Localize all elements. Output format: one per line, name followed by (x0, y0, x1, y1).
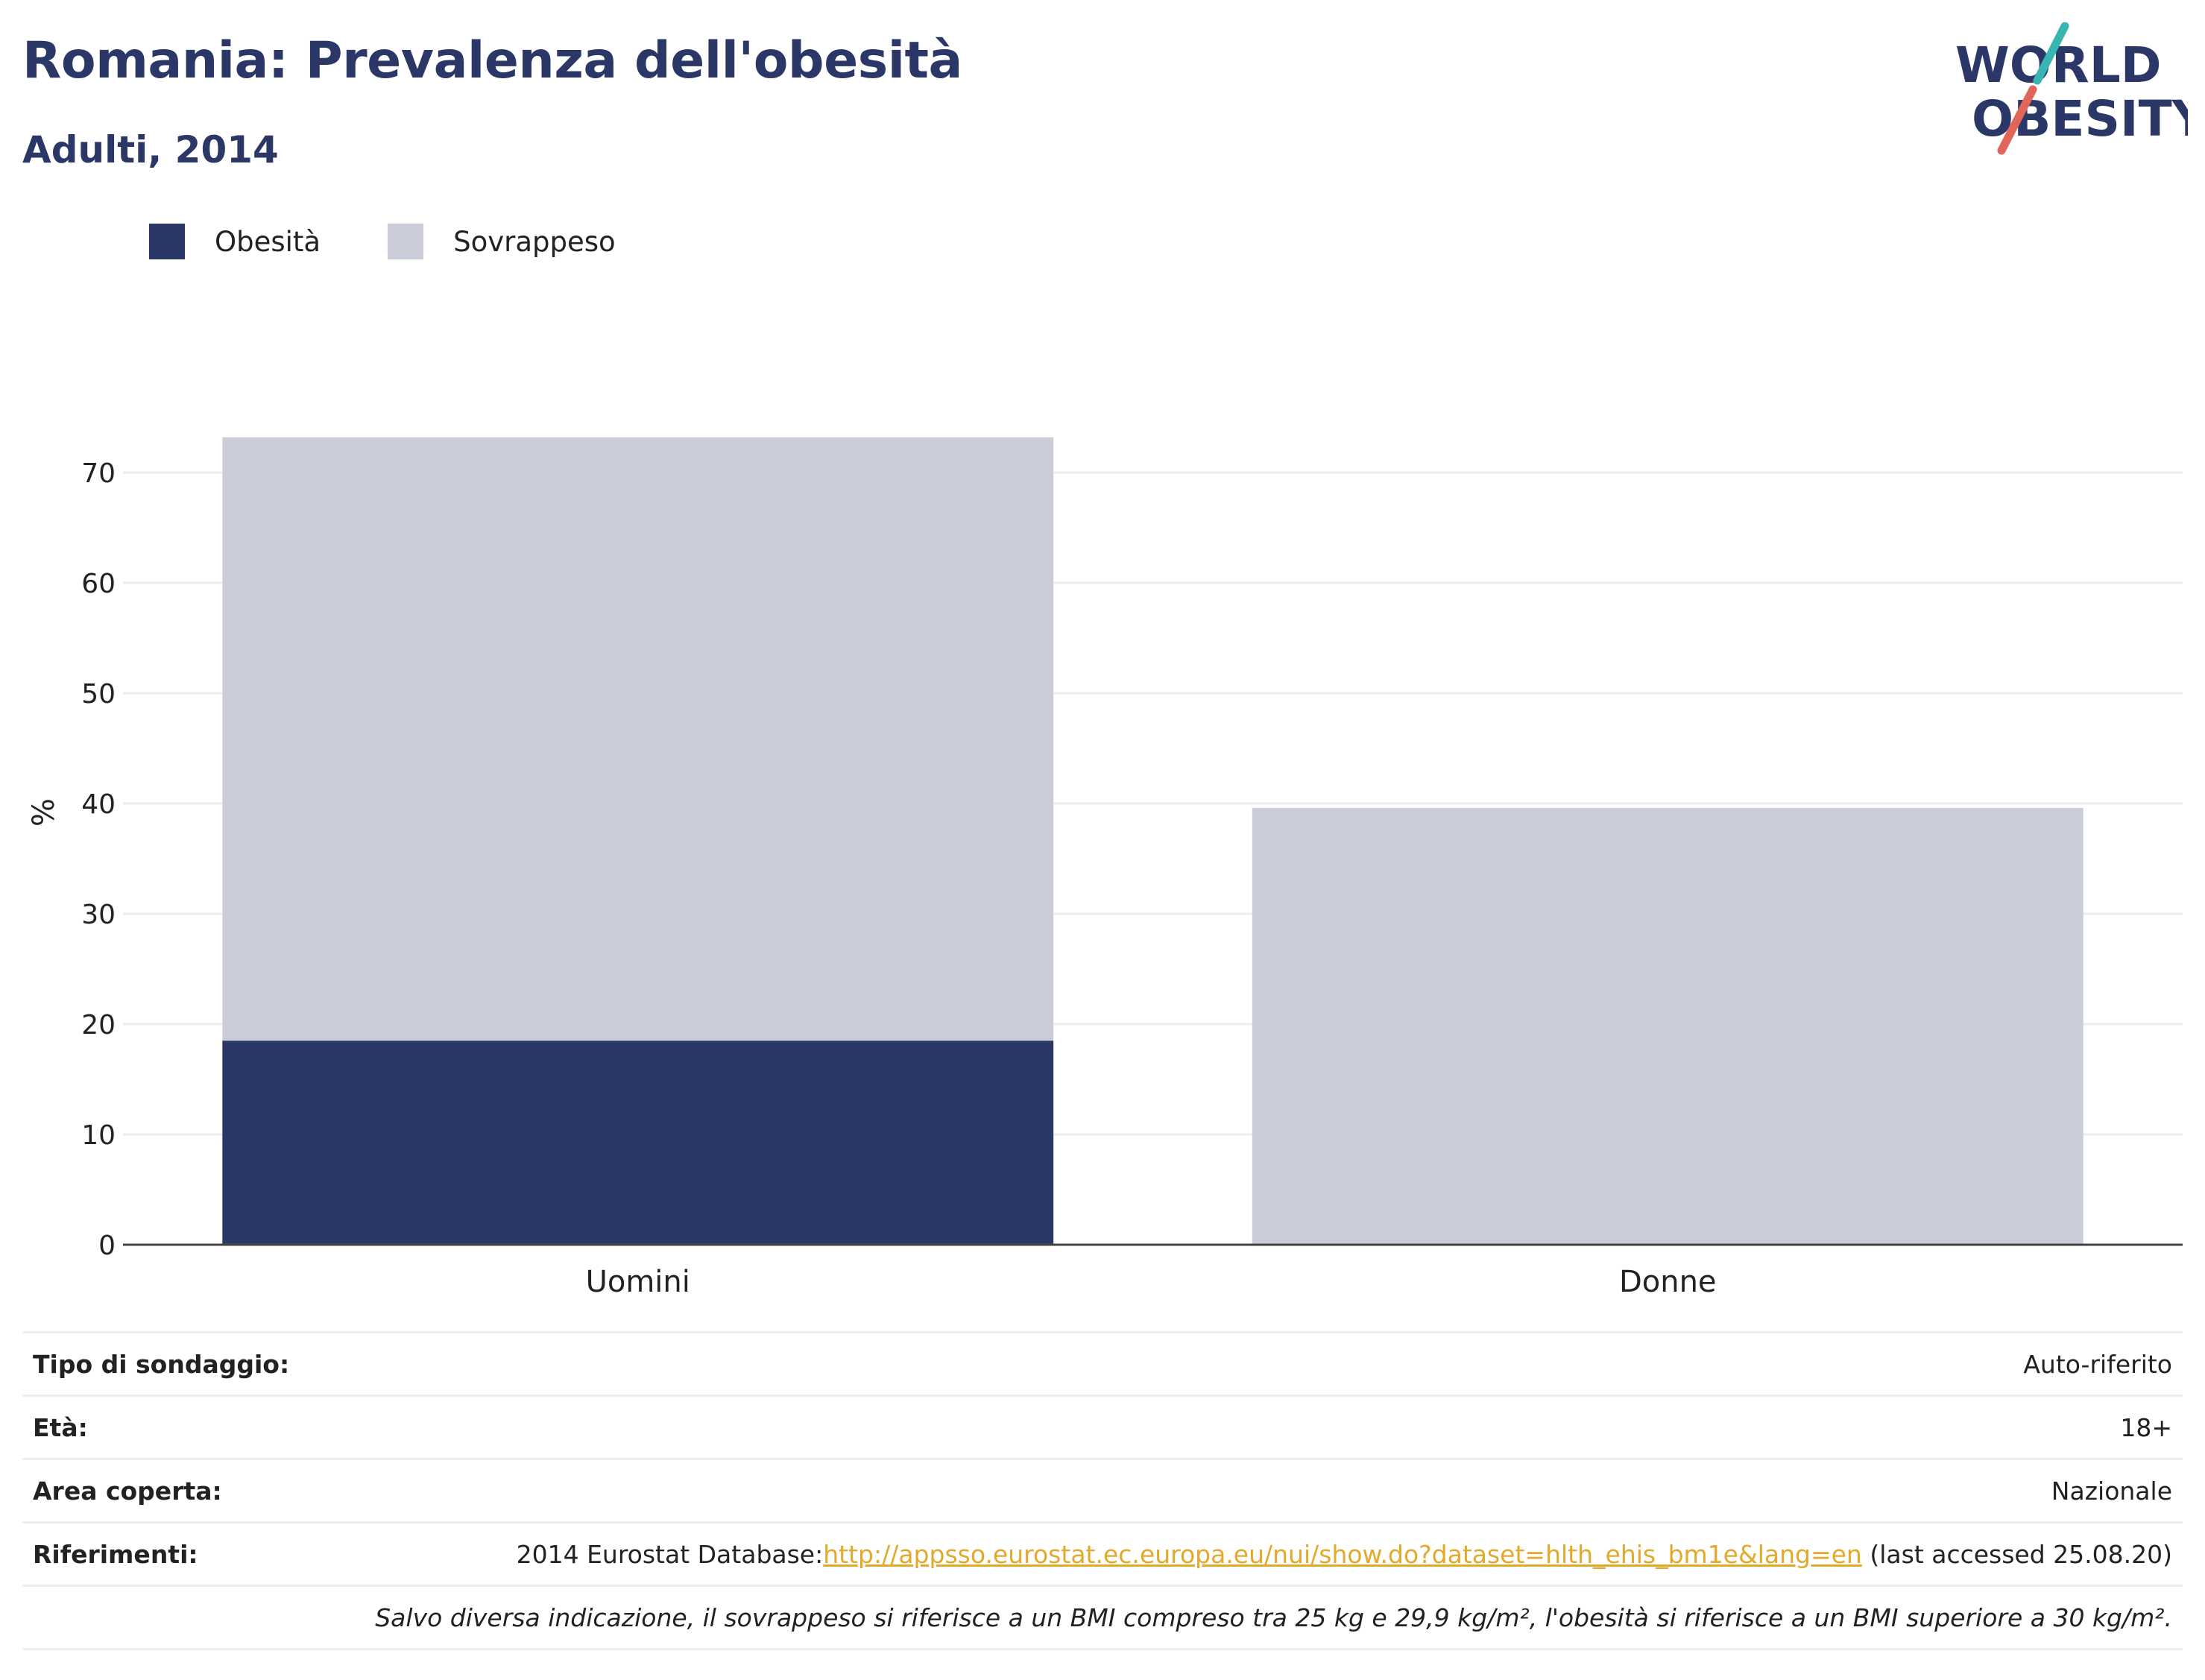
bar-uomini-sovrappeso (222, 437, 1054, 1041)
legend-item-obesita[interactable]: Obesità (149, 224, 321, 259)
info-value-area: Nazionale (329, 1459, 2183, 1523)
bar-uomini-obesita (222, 1040, 1054, 1245)
info-row-age: Età: 18+ (22, 1395, 2183, 1460)
legend-swatch-obesita (149, 224, 185, 259)
y-tick-label-30: 30 (81, 900, 116, 930)
info-row-survey-type: Tipo di sondaggio: Auto-riferito (22, 1331, 2183, 1397)
bar-chart: 0 10 20 30 40 50 60 70% Uomini Donne (27, 437, 2183, 1299)
legend-swatch-sovrappeso (388, 224, 424, 259)
reference-link[interactable]: http://appsso.eurostat.ec.europa.eu/nui/… (823, 1539, 1862, 1569)
info-key-survey-type: Tipo di sondaggio: (22, 1331, 329, 1397)
x-tick-label-donne: Donne (1619, 1265, 1717, 1299)
reference-prefix: 2014 Eurostat Database: (516, 1539, 824, 1569)
y-tick-label-50: 50 (81, 679, 116, 710)
x-tick-label-uomini: Uomini (586, 1265, 690, 1299)
info-row-area: Area coperta: Nazionale (22, 1459, 2183, 1523)
reference-suffix: (last accessed 25.08.20) (1861, 1539, 2172, 1569)
info-key-age: Età: (22, 1395, 329, 1460)
info-value-references: 2014 Eurostat Database:http://appsso.eur… (329, 1522, 2183, 1587)
legend-item-sovrappeso[interactable]: Sovrappeso (388, 224, 616, 259)
y-tick-label-60: 60 (81, 569, 116, 599)
world-obesity-logo: WORLD OBESITY (1955, 22, 2188, 155)
info-row-references: Riferimenti: 2014 Eurostat Database:http… (22, 1522, 2183, 1587)
info-key-references: Riferimenti: (22, 1522, 329, 1587)
legend-label-sovrappeso: Sovrappeso (453, 225, 616, 258)
y-tick-label-40: 40 (81, 789, 116, 820)
chart-legend: Obesità Sovrappeso (149, 224, 683, 259)
bmi-note: Salvo diversa indicazione, il sovrappeso… (22, 1585, 2183, 1650)
bar-donne-sovrappeso (1252, 807, 2083, 1245)
y-tick-label-70: 70 (81, 458, 116, 489)
info-table: Tipo di sondaggio: Auto-riferito Età: 18… (22, 1331, 2183, 1650)
legend-label-obesita: Obesità (215, 225, 321, 258)
info-row-note: Salvo diversa indicazione, il sovrappeso… (22, 1585, 2183, 1650)
logo-accent-teal (2033, 22, 2069, 85)
y-tick-label-20: 20 (81, 1010, 116, 1040)
chart-title: Romania: Prevalenza dell'obesità (22, 31, 962, 90)
chart-subtitle: Adulti, 2014 (22, 128, 279, 171)
logo-accent-coral (1997, 85, 2037, 155)
y-axis-label: % (27, 798, 61, 827)
y-tick-label-10: 10 (81, 1120, 116, 1151)
info-key-area: Area coperta: (22, 1459, 329, 1523)
info-value-survey-type: Auto-riferito (329, 1331, 2183, 1397)
y-tick-label-0: 0 (98, 1231, 116, 1261)
info-value-age: 18+ (329, 1395, 2183, 1460)
